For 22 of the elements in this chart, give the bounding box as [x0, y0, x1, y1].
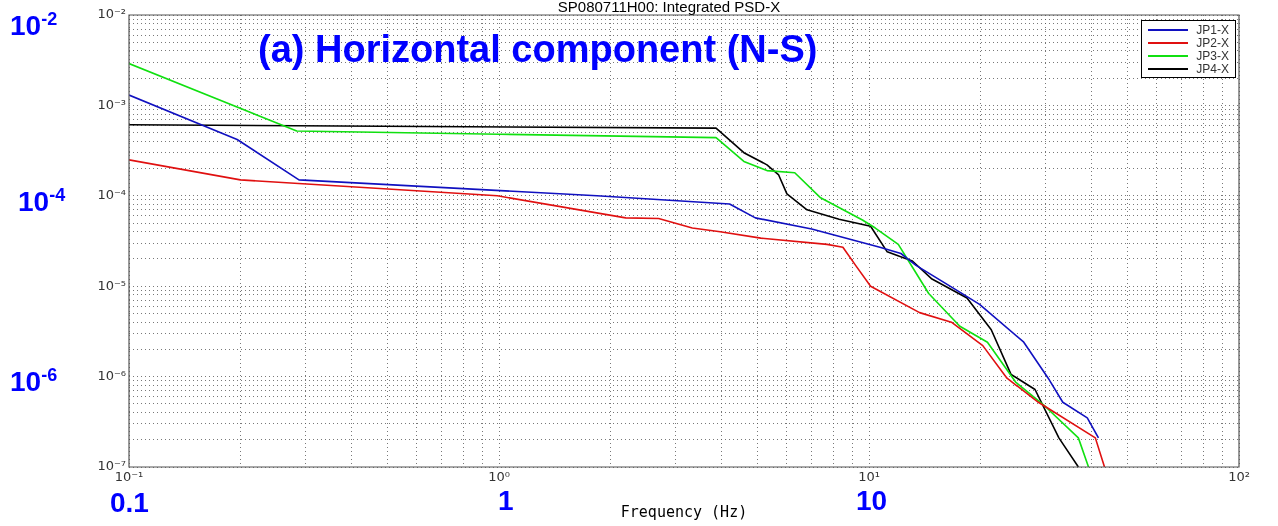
y-tick-label: 10⁻⁶ — [97, 367, 126, 383]
x-tick-label: 10⁰ — [488, 469, 510, 485]
y-tick-label: 10⁻⁴ — [97, 187, 126, 203]
text: 10 — [856, 485, 888, 516]
x-tick-label: 10² — [1228, 469, 1250, 485]
y-tick-label: 10⁻⁵ — [97, 277, 126, 293]
x-tick-label: 10⁻¹ — [114, 469, 144, 485]
legend-label: JP3-X — [1196, 48, 1229, 63]
x-tick-label: 10¹ — [858, 469, 880, 485]
text: 0.1 — [110, 487, 149, 518]
text: 10$^{-6}$ — [10, 364, 58, 398]
text: 1 — [498, 485, 514, 516]
y-tick-label: 10⁻² — [97, 6, 126, 22]
x-axis-title: Frequency (Hz) — [620, 502, 748, 521]
text: 10$^{-2}$ — [10, 8, 58, 42]
legend-label: JP1-X — [1196, 22, 1229, 37]
chart-subtitle: (a) Horizontal component (N-S) — [258, 28, 818, 71]
text: 10$^{-4}$ — [18, 184, 66, 218]
legend-label: JP4-X — [1196, 61, 1229, 76]
y-tick-label: 10⁻³ — [97, 96, 126, 112]
chart-title: SP080711H00: Integrated PSD-X — [557, 0, 781, 15]
legend-label: JP2-X — [1196, 35, 1229, 50]
